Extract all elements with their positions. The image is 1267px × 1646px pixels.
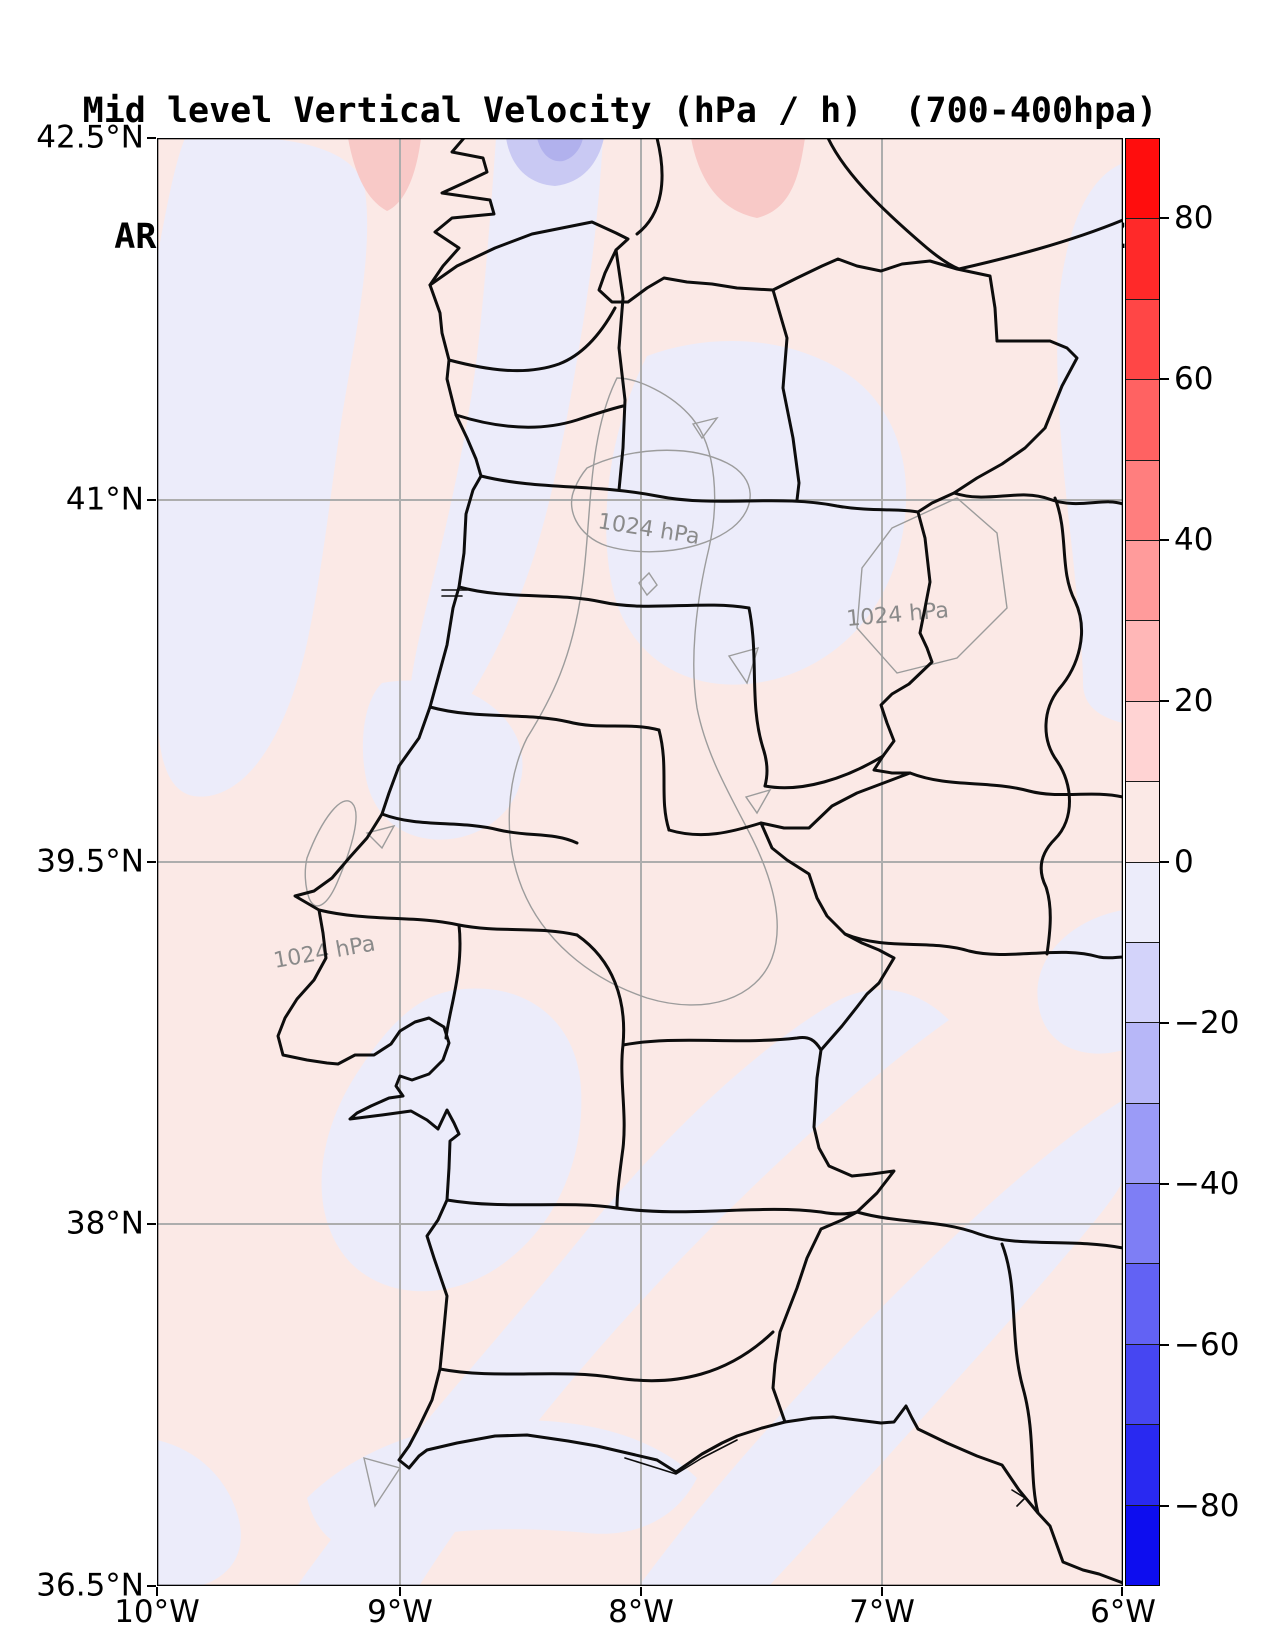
lat-tick xyxy=(147,1223,156,1225)
lon-label-9w: 9°W xyxy=(367,1594,433,1630)
lat-label-38n: 38°N xyxy=(65,1205,144,1242)
colorbar xyxy=(1125,138,1160,1586)
lat-label-41n: 41°N xyxy=(65,481,144,518)
colorbar-segment-3 xyxy=(1126,379,1159,460)
country-border xyxy=(428,220,1079,1424)
colorbar-segment-15 xyxy=(1126,1343,1159,1425)
lat-tick xyxy=(147,861,156,863)
colorbar-label-neg80: −80 xyxy=(1174,1488,1240,1524)
district-boundaries xyxy=(317,248,920,1383)
map-canvas: 1024 hPa 1024 hPa 1024 hPa xyxy=(157,138,1123,1586)
colorbar-tick xyxy=(1160,217,1169,219)
lat-tick xyxy=(147,137,156,139)
colorbar-segment-17 xyxy=(1126,1504,1159,1586)
colorbar-label-60: 60 xyxy=(1174,361,1214,397)
colorbar-label-80: 80 xyxy=(1174,200,1214,236)
colorbar-label-0: 0 xyxy=(1174,844,1194,880)
title-line-1: Mid level Vertical Velocity (hPa / h) (7… xyxy=(82,91,1158,131)
lon-label-7w: 7°W xyxy=(849,1594,915,1630)
colorbar-segment-4 xyxy=(1126,459,1159,540)
colorbar-tick xyxy=(1160,861,1169,863)
lon-label-10w: 10°W xyxy=(114,1594,200,1630)
lat-label-39-5n: 39.5°N xyxy=(36,843,144,880)
colorbar-segment-0 xyxy=(1126,139,1159,219)
lon-tick xyxy=(640,1587,642,1596)
colorbar-segment-9 xyxy=(1126,861,1159,942)
lon-tick xyxy=(881,1587,883,1596)
colorbar-tick xyxy=(1160,378,1169,380)
field-negative-patches xyxy=(157,138,1123,1586)
colorbar-segment-12 xyxy=(1126,1102,1159,1184)
colorbar-segment-10 xyxy=(1126,941,1159,1023)
colorbar-label-40: 40 xyxy=(1174,522,1214,558)
lat-tick xyxy=(147,499,156,501)
lat-label-42-5n: 42.5°N xyxy=(36,119,144,156)
colorbar-segment-6 xyxy=(1126,620,1159,701)
colorbar-tick xyxy=(1160,1022,1169,1024)
graticule xyxy=(157,138,1123,1586)
colorbar-segment-2 xyxy=(1126,298,1159,380)
province-boundaries xyxy=(635,138,1123,1515)
lon-tick xyxy=(156,1587,158,1596)
colorbar-tick xyxy=(1160,539,1169,541)
lat-label-36-5n: 36.5°N xyxy=(36,1567,144,1604)
colorbar-label-neg20: −20 xyxy=(1174,1005,1240,1041)
colorbar-segment-1 xyxy=(1126,218,1159,299)
lon-tick xyxy=(399,1587,401,1596)
lon-label-8w: 8°W xyxy=(608,1594,674,1630)
colorbar-segment-8 xyxy=(1126,781,1159,862)
colorbar-segment-5 xyxy=(1126,539,1159,621)
colorbar-segment-7 xyxy=(1126,700,1159,782)
lat-tick xyxy=(147,1585,156,1587)
colorbar-segment-11 xyxy=(1126,1022,1159,1103)
colorbar-label-neg40: −40 xyxy=(1174,1166,1240,1202)
field-strong-blobs xyxy=(348,138,805,218)
colorbar-label-20: 20 xyxy=(1174,683,1214,719)
colorbar-segment-14 xyxy=(1126,1263,1159,1344)
lon-tick xyxy=(1121,1587,1123,1596)
colorbar-segment-13 xyxy=(1126,1183,1159,1264)
colorbar-tick xyxy=(1160,1183,1169,1185)
lon-label-6w: 6°W xyxy=(1090,1594,1156,1630)
coastline xyxy=(276,138,1123,1585)
colorbar-tick xyxy=(1160,700,1169,702)
colorbar-tick xyxy=(1160,1505,1169,1507)
colorbar-label-neg60: −60 xyxy=(1174,1327,1240,1363)
colorbar-segment-16 xyxy=(1126,1424,1159,1505)
colorbar-tick xyxy=(1160,1344,1169,1346)
